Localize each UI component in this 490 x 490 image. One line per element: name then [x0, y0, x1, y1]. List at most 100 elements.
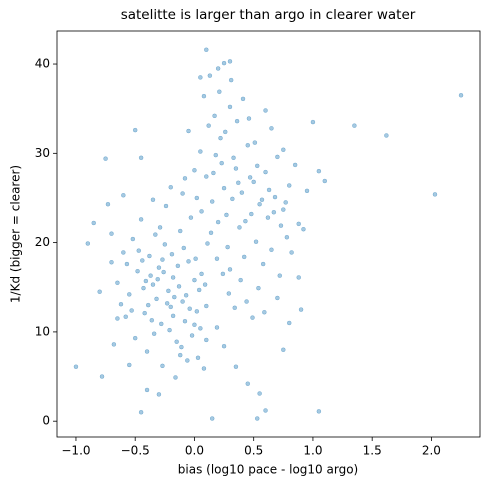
point: [283, 200, 288, 205]
point: [202, 282, 208, 287]
point: [163, 203, 169, 209]
point: [275, 295, 280, 301]
point: [223, 129, 228, 135]
point: [138, 217, 144, 222]
point: [271, 210, 277, 215]
point: [206, 123, 211, 128]
point: [198, 149, 203, 154]
point: [221, 185, 227, 191]
point: [316, 168, 322, 174]
point: [220, 271, 226, 277]
point: [228, 77, 234, 83]
point: [170, 275, 176, 280]
point: [124, 261, 130, 267]
point: [156, 265, 162, 270]
point: [159, 321, 164, 327]
point: [263, 108, 268, 113]
point: [259, 197, 265, 203]
point: [214, 325, 220, 330]
point: [154, 296, 159, 302]
point: [277, 273, 283, 278]
point: [150, 282, 156, 287]
point: [236, 180, 241, 186]
point: [286, 320, 292, 326]
x-tick-label: 1.5: [363, 444, 382, 458]
point: [142, 310, 147, 316]
point: [304, 188, 310, 194]
point: [186, 128, 191, 134]
point: [384, 133, 389, 138]
point: [201, 93, 207, 99]
point: [157, 225, 163, 230]
point: [198, 75, 203, 80]
y-tick-label: 20: [35, 235, 50, 249]
point: [301, 226, 306, 232]
point: [284, 235, 290, 240]
point: [286, 183, 292, 188]
point: [244, 299, 249, 304]
x-tick-label: −1.0: [61, 444, 90, 458]
point: [240, 96, 246, 102]
point: [181, 245, 187, 251]
point: [215, 66, 221, 71]
point: [186, 259, 191, 264]
point: [115, 280, 120, 286]
point: [185, 358, 190, 363]
point: [144, 387, 150, 393]
point: [135, 268, 140, 274]
point: [262, 310, 267, 315]
point: [127, 362, 132, 368]
point: [173, 375, 178, 380]
point: [172, 294, 177, 300]
point: [278, 223, 284, 228]
point: [231, 155, 236, 161]
y-tick-label: 30: [35, 146, 50, 160]
point: [121, 193, 126, 198]
point: [164, 301, 170, 306]
point: [257, 201, 262, 207]
point: [233, 364, 239, 369]
point: [217, 89, 222, 94]
point: [145, 302, 151, 308]
point: [352, 123, 357, 128]
point: [109, 260, 114, 265]
point: [254, 163, 260, 169]
point: [168, 185, 173, 190]
point: [209, 199, 215, 204]
point: [225, 244, 230, 250]
point: [219, 160, 224, 166]
point: [269, 247, 274, 253]
point: [196, 287, 202, 293]
point: [221, 60, 227, 66]
point: [103, 156, 108, 161]
point: [162, 242, 168, 247]
point: [180, 299, 185, 304]
point: [155, 276, 160, 282]
point: [204, 174, 209, 179]
point: [214, 256, 220, 261]
point: [227, 267, 233, 272]
point: [188, 215, 194, 220]
point: [187, 306, 192, 311]
point: [183, 293, 189, 298]
x-tick-label: 2.0: [422, 444, 441, 458]
point: [252, 140, 258, 145]
point: [99, 374, 105, 379]
point: [204, 303, 209, 309]
point: [224, 212, 229, 218]
point: [138, 155, 144, 161]
point: [177, 352, 183, 358]
point: [156, 392, 162, 397]
point: [130, 236, 136, 242]
point: [85, 241, 91, 246]
x-tick-label: 1.0: [303, 444, 322, 458]
point: [218, 135, 223, 141]
point: [192, 168, 197, 173]
point: [207, 73, 213, 78]
point: [161, 269, 166, 275]
point: [167, 327, 172, 333]
point: [221, 343, 227, 349]
point: [73, 364, 79, 369]
point: [253, 239, 259, 244]
point: [192, 322, 197, 328]
